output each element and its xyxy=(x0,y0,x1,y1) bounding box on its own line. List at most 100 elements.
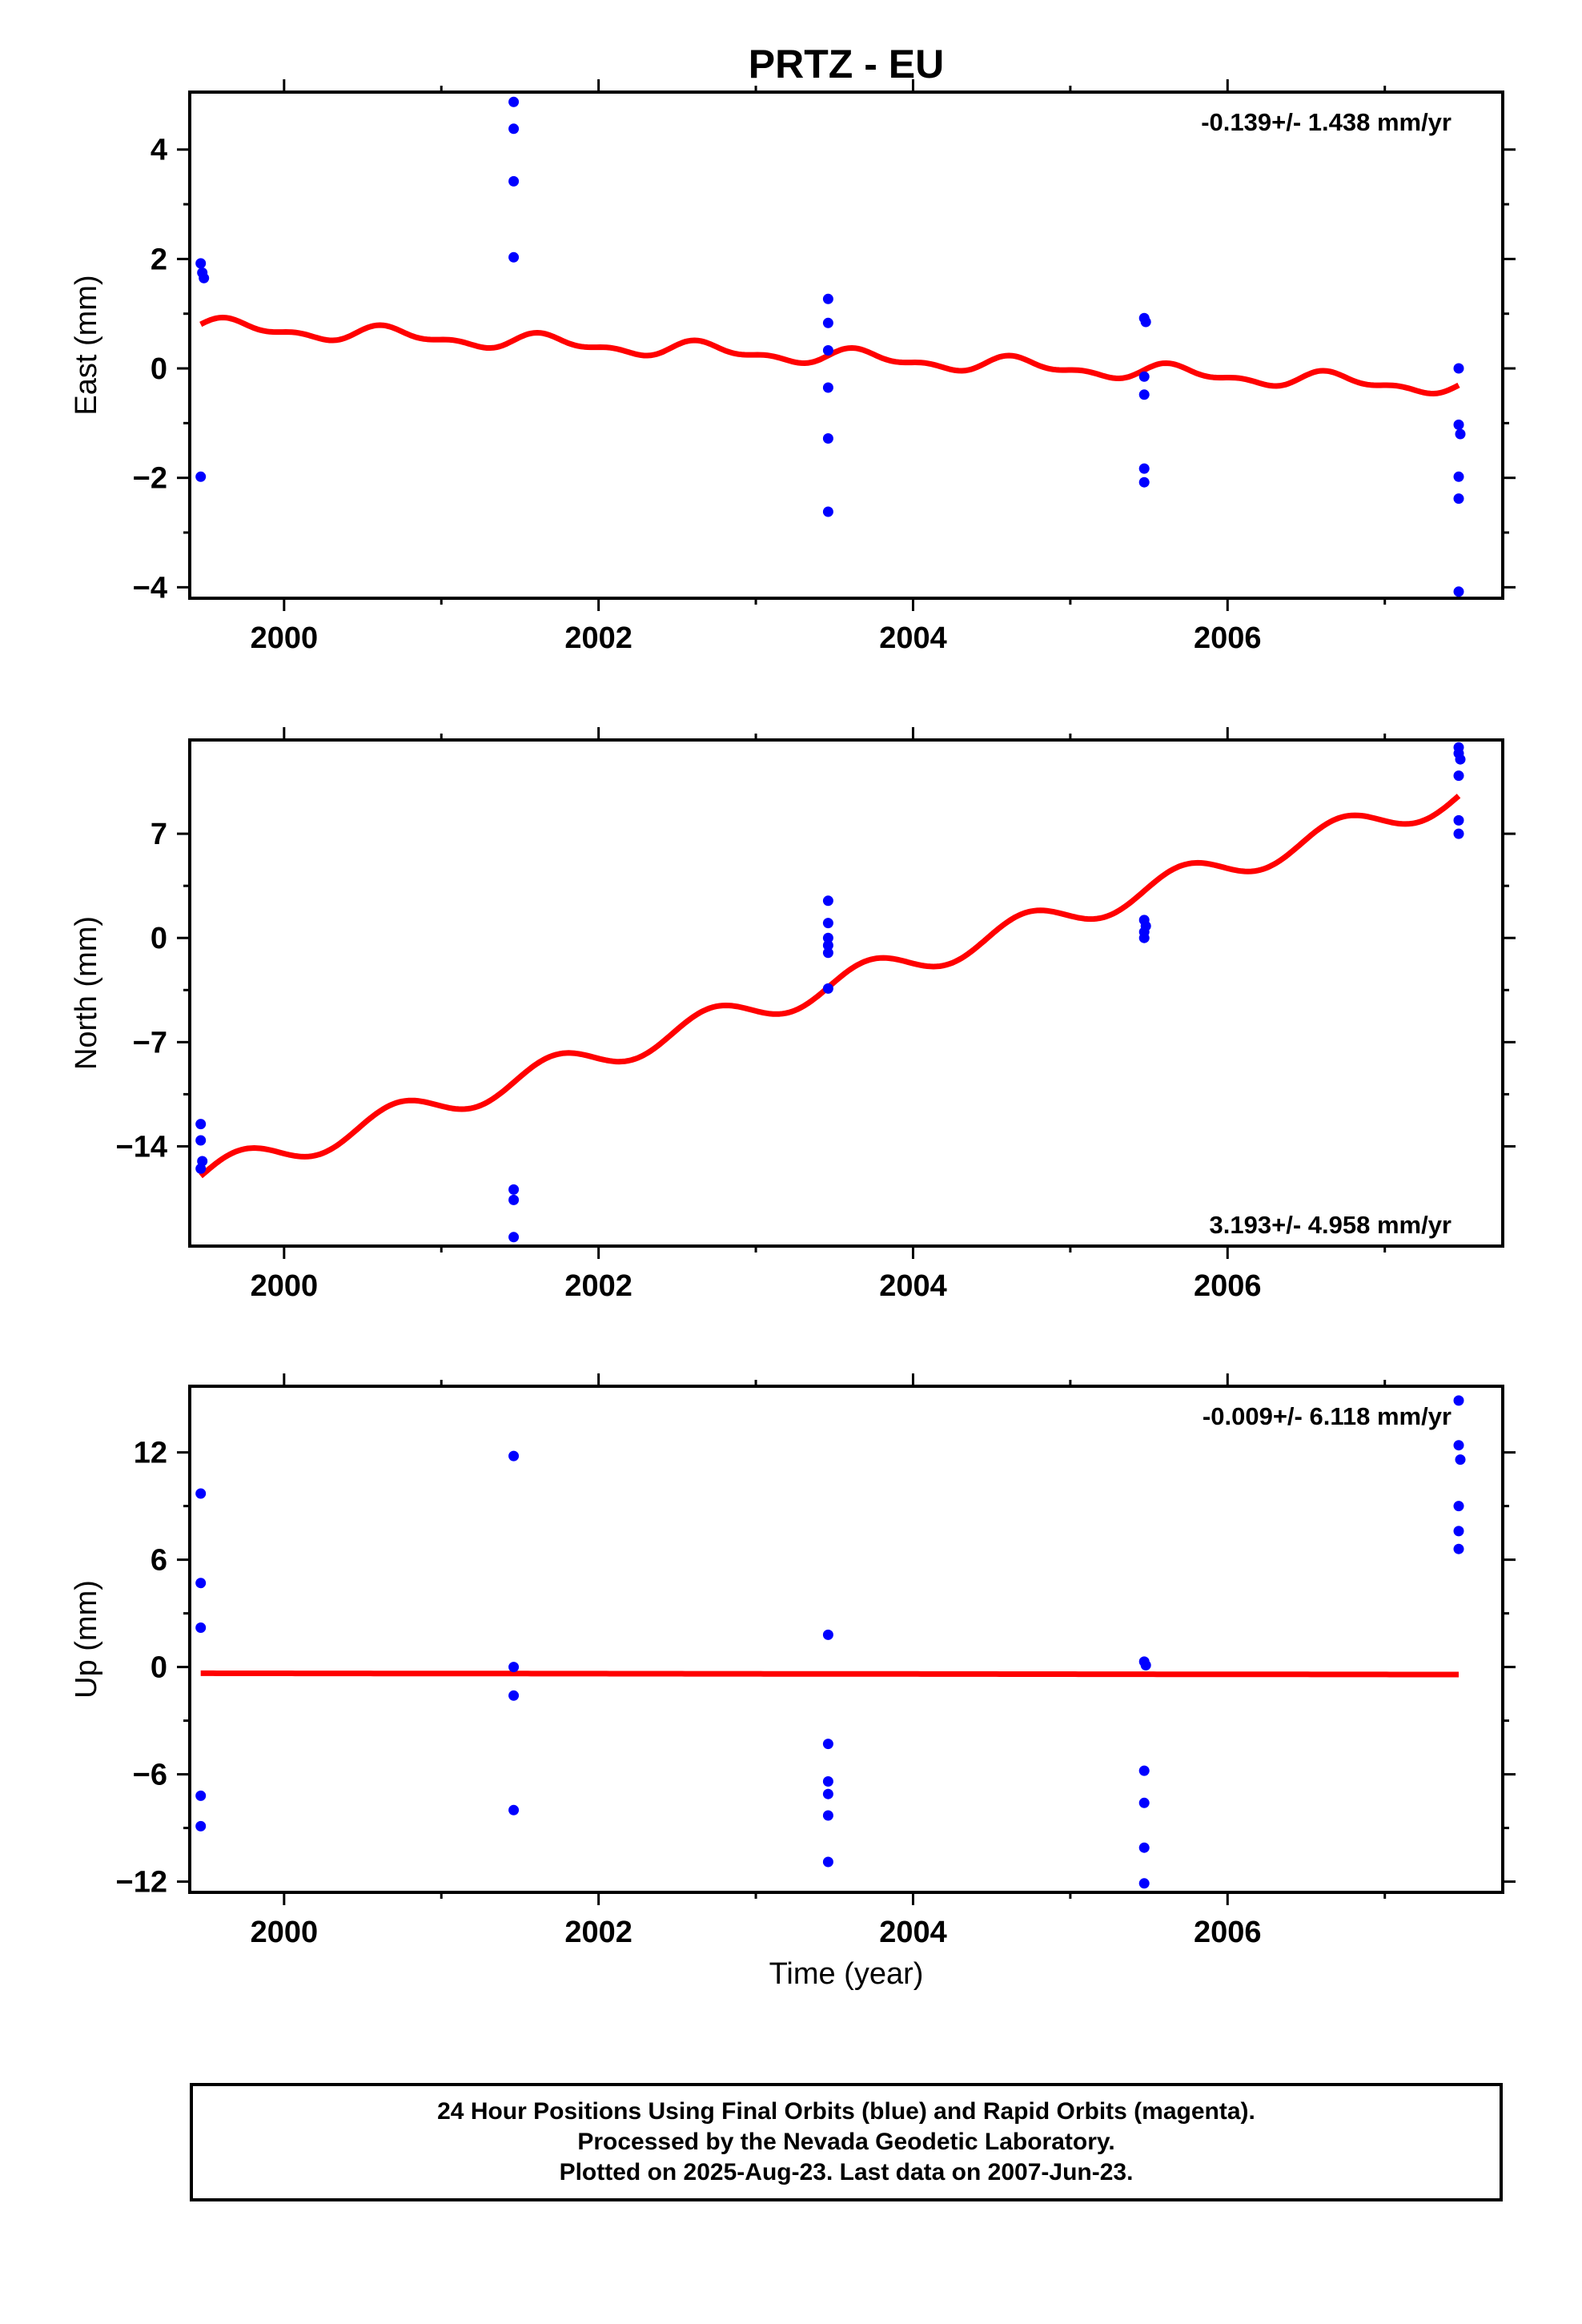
up-data-point xyxy=(195,1820,207,1831)
up-data-point xyxy=(195,1790,207,1801)
up-data-point xyxy=(195,1622,207,1633)
up-data-point xyxy=(1455,1454,1466,1466)
east-y-tick-label: −2 xyxy=(133,462,167,496)
east-data-point xyxy=(199,272,210,283)
east-data-point xyxy=(822,433,833,444)
up-data-point xyxy=(1453,1526,1464,1537)
east-x-tick-label: 2006 xyxy=(1194,621,1262,655)
east-x-tick-label: 2002 xyxy=(564,621,632,655)
east-y-axis-label: East (mm) xyxy=(70,275,103,415)
up-panel: 2000 2002 2004 2006 −12 −6 0 6 12 Up (mm) -0.009+/… xyxy=(70,1373,1516,1949)
east-x-tick-label: 2004 xyxy=(879,621,947,655)
up-data-point xyxy=(195,1578,207,1589)
up-data-point xyxy=(1138,1842,1150,1853)
east-data-point xyxy=(1453,493,1464,505)
up-x-tick-label: 2002 xyxy=(564,1916,632,1949)
east-rate-label: -0.139+/- 1.438 mm/yr xyxy=(1201,108,1452,136)
north-data-point xyxy=(822,932,833,943)
north-data-point xyxy=(508,1232,520,1243)
east-y-tick-label: −4 xyxy=(133,571,167,605)
up-data-point xyxy=(822,1788,833,1799)
up-data-point xyxy=(508,1690,520,1701)
up-y-axis-label: Up (mm) xyxy=(70,1580,103,1699)
east-data-point xyxy=(1453,471,1464,482)
footer-line-2: Processed by the Nevada Geodetic Laborat… xyxy=(577,2129,1115,2155)
up-data-point xyxy=(1138,1878,1150,1889)
up-y-tick-label: 12 xyxy=(134,1437,167,1470)
north-x-tick-label: 2000 xyxy=(251,1269,319,1303)
east-data-point xyxy=(508,175,520,187)
north-y-tick-label: 7 xyxy=(151,818,167,851)
north-rate-label: 3.193+/- 4.958 mm/yr xyxy=(1210,1211,1452,1239)
up-data-point xyxy=(1453,1543,1464,1554)
north-x-tick-label: 2006 xyxy=(1194,1269,1262,1303)
east-data-point xyxy=(822,382,833,393)
east-y-tick-label: 4 xyxy=(151,134,167,167)
east-data-point xyxy=(822,293,833,304)
east-data-point xyxy=(1453,586,1464,597)
east-data-point xyxy=(1140,316,1151,328)
up-y-tick-label: −6 xyxy=(133,1759,167,1792)
up-data-point xyxy=(822,1776,833,1787)
north-data-point xyxy=(195,1163,207,1174)
north-data-point xyxy=(822,895,833,907)
up-data-point xyxy=(822,1629,833,1640)
up-data-point xyxy=(508,1450,520,1462)
north-plot-frame xyxy=(188,738,1504,1248)
up-rate-label: -0.009+/- 6.118 mm/yr xyxy=(1203,1402,1452,1430)
north-x-tick-label: 2002 xyxy=(564,1269,632,1303)
footer-line-1: 24 Hour Positions Using Final Orbits (bl… xyxy=(437,2098,1255,2125)
east-data-point xyxy=(1138,463,1150,474)
east-panel: 2000 2002 2004 2006 −4 −2 0 2 4 East (mm) -0.139+/… xyxy=(70,79,1516,655)
north-panel: 2000 2002 2004 2006 −14 −7 0 7 North (mm) 3.193+/… xyxy=(70,727,1516,1303)
up-x-tick-label: 2004 xyxy=(879,1916,947,1949)
up-model-curve xyxy=(200,1670,1459,1678)
east-data-point xyxy=(1138,389,1150,400)
east-data-point xyxy=(822,317,833,328)
north-data-point xyxy=(822,940,833,951)
east-data-point xyxy=(195,258,207,269)
up-y-tick-label: −12 xyxy=(116,1866,167,1900)
up-data-point xyxy=(508,1662,520,1673)
up-data-point xyxy=(1140,1659,1151,1671)
footer-line-3: Plotted on 2025-Aug-23. Last data on 200… xyxy=(559,2159,1134,2185)
north-data-point xyxy=(1455,754,1466,765)
x-axis-label: Time (year) xyxy=(769,1957,924,1991)
north-x-tick-label: 2004 xyxy=(879,1269,947,1303)
up-y-tick-label: 6 xyxy=(151,1544,167,1578)
north-data-point xyxy=(1453,828,1464,839)
east-data-point xyxy=(1453,363,1464,374)
up-data-point xyxy=(1453,1440,1464,1451)
up-plot-frame xyxy=(188,1385,1504,1894)
up-x-tick-label: 2000 xyxy=(251,1916,319,1949)
up-data-point xyxy=(508,1804,520,1815)
north-data-point xyxy=(195,1135,207,1146)
east-y-tick-label: 0 xyxy=(151,352,167,386)
east-y-tick-label: 2 xyxy=(151,243,167,276)
north-data-point xyxy=(822,983,833,994)
up-data-point xyxy=(822,1856,833,1868)
east-data-point xyxy=(508,96,520,107)
up-data-point xyxy=(1138,1797,1150,1808)
north-data-point xyxy=(1138,932,1150,943)
east-data-point xyxy=(508,123,520,135)
north-data-point xyxy=(822,947,833,959)
east-data-point xyxy=(822,506,833,517)
east-data-point xyxy=(822,345,833,356)
up-data-point xyxy=(195,1488,207,1499)
up-y-tick-label: 0 xyxy=(151,1651,167,1685)
east-model-curve xyxy=(199,315,1460,396)
east-x-tick-label: 2000 xyxy=(251,621,319,655)
up-data-point xyxy=(1138,1765,1150,1776)
up-data-point xyxy=(1453,1501,1464,1512)
north-data-point xyxy=(508,1184,520,1195)
east-data-point xyxy=(1138,476,1150,488)
north-data-point xyxy=(1453,770,1464,782)
north-data-point xyxy=(508,1194,520,1205)
east-data-point xyxy=(1453,419,1464,430)
up-x-tick-label: 2006 xyxy=(1194,1916,1262,1949)
north-y-tick-label: −7 xyxy=(133,1026,167,1059)
east-plot-frame xyxy=(188,90,1504,600)
footer-caption-box: 24 Hour Positions Using Final Orbits (bl… xyxy=(190,2083,1503,2201)
